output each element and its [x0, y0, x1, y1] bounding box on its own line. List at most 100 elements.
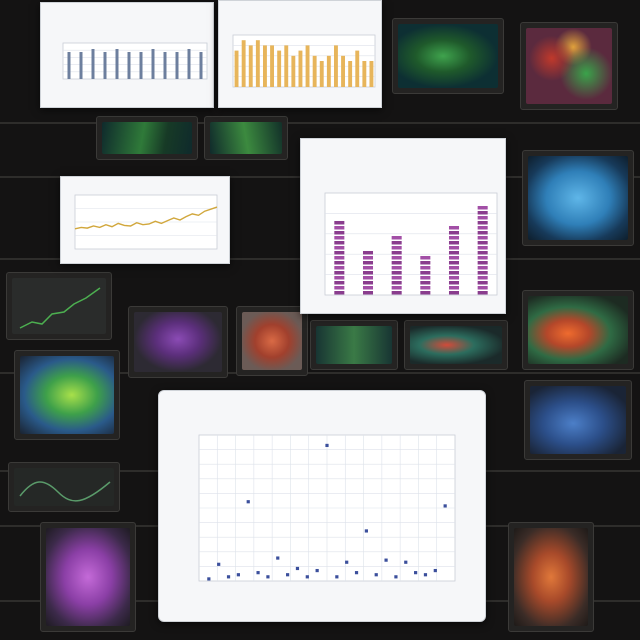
chart-card-line — [60, 176, 230, 264]
bar-segment — [362, 291, 374, 295]
bar-segment — [477, 241, 488, 245]
thumbnail-purple-cell — [40, 522, 136, 632]
bar-segment — [448, 266, 460, 270]
bar-segment — [420, 271, 431, 275]
bar-segment — [420, 266, 431, 270]
bar-segment — [362, 281, 374, 285]
bar — [241, 40, 246, 87]
bar — [270, 45, 275, 87]
bar-segment — [420, 281, 431, 285]
thumbnail-line-chart-dark — [6, 272, 112, 340]
bar-segment — [420, 286, 431, 290]
scatter-point — [266, 575, 270, 579]
bar — [103, 52, 107, 79]
bar-segment — [334, 266, 345, 270]
scatter-plot — [198, 434, 456, 582]
bar-segment — [334, 236, 345, 240]
bar-segment — [391, 246, 402, 250]
thumbnail-green-molecule — [14, 350, 120, 440]
scatter-point — [226, 575, 231, 579]
thumbnail-green-strands-right — [204, 116, 288, 160]
bar-segment — [362, 276, 374, 280]
plot-area — [232, 34, 376, 88]
bar-segment — [477, 231, 488, 235]
bar — [79, 52, 83, 79]
bar-segment — [477, 206, 488, 210]
scatter-point — [374, 573, 378, 577]
bar-segment — [391, 236, 402, 240]
thumbnail-orange-insect — [508, 522, 594, 632]
dark-waveform-sketch — [19, 481, 111, 502]
bar — [175, 52, 179, 79]
chart-card-grey-bars — [40, 2, 214, 108]
bar — [91, 49, 95, 79]
bar — [298, 50, 303, 87]
bar — [139, 52, 143, 79]
bar-segment — [391, 276, 402, 280]
bar — [255, 40, 260, 87]
line-series — [74, 206, 218, 230]
thumbnail-purple-specimen — [128, 306, 228, 378]
yellow-bar-chart — [232, 34, 376, 88]
scatter-point — [217, 562, 221, 566]
scatter-point — [335, 575, 339, 579]
scatter-point — [276, 556, 280, 560]
bar-segment — [334, 276, 345, 280]
bar-segment — [391, 256, 402, 260]
scatter-point — [315, 568, 319, 573]
bar — [369, 61, 374, 87]
bar-segment — [448, 241, 460, 245]
bar-segment — [334, 226, 345, 230]
bar-segment — [391, 291, 402, 295]
chart-card-scatter — [158, 390, 486, 622]
bar-segment — [477, 261, 488, 265]
scatter-point — [305, 575, 309, 579]
bar-segment — [334, 281, 345, 285]
thumbnail-teal-shape — [404, 320, 508, 370]
bar — [262, 45, 267, 87]
scatter-point — [364, 529, 368, 533]
bar-segment — [448, 231, 460, 235]
bar-segment — [334, 271, 345, 275]
bar — [163, 52, 167, 79]
bar — [127, 52, 131, 79]
bar — [348, 61, 353, 87]
bar-segment — [477, 276, 488, 280]
bar — [151, 49, 155, 79]
scatter-point — [433, 568, 437, 573]
bar-segment — [420, 256, 431, 260]
bar-segment — [477, 271, 488, 275]
bar-segment — [391, 266, 402, 270]
scatter-point — [295, 566, 300, 571]
grey-bar-chart — [62, 42, 208, 80]
bar-segment — [477, 246, 488, 250]
bar — [277, 50, 282, 87]
bar — [319, 61, 324, 87]
bar-segment — [391, 251, 402, 255]
line-chart — [74, 194, 218, 250]
bar-segment — [477, 216, 488, 220]
bar-segment — [420, 276, 431, 280]
bar-segment — [477, 286, 488, 290]
bar — [199, 52, 203, 79]
scatter-point — [345, 560, 349, 564]
bar-segment — [448, 256, 460, 260]
thumbnail-orange-leaf — [522, 290, 634, 370]
bar-segment — [334, 286, 345, 290]
bar-segment — [448, 281, 460, 285]
bar-segment — [477, 251, 488, 255]
scatter-point — [414, 571, 418, 575]
scatter-point — [423, 573, 428, 577]
bar-segment — [362, 256, 374, 260]
thumbnail-dark-waveform — [8, 462, 120, 512]
bar-segment — [448, 276, 460, 280]
bar-segment — [362, 286, 374, 290]
thumbnail-blue-brain — [522, 150, 634, 246]
bar — [187, 49, 191, 79]
thumbnail-colorful-tissue — [520, 22, 618, 110]
bar — [326, 55, 331, 87]
bar-segment — [362, 261, 374, 265]
bar-segment — [448, 236, 460, 240]
plot-area — [324, 192, 498, 296]
scatter-point — [354, 571, 359, 575]
